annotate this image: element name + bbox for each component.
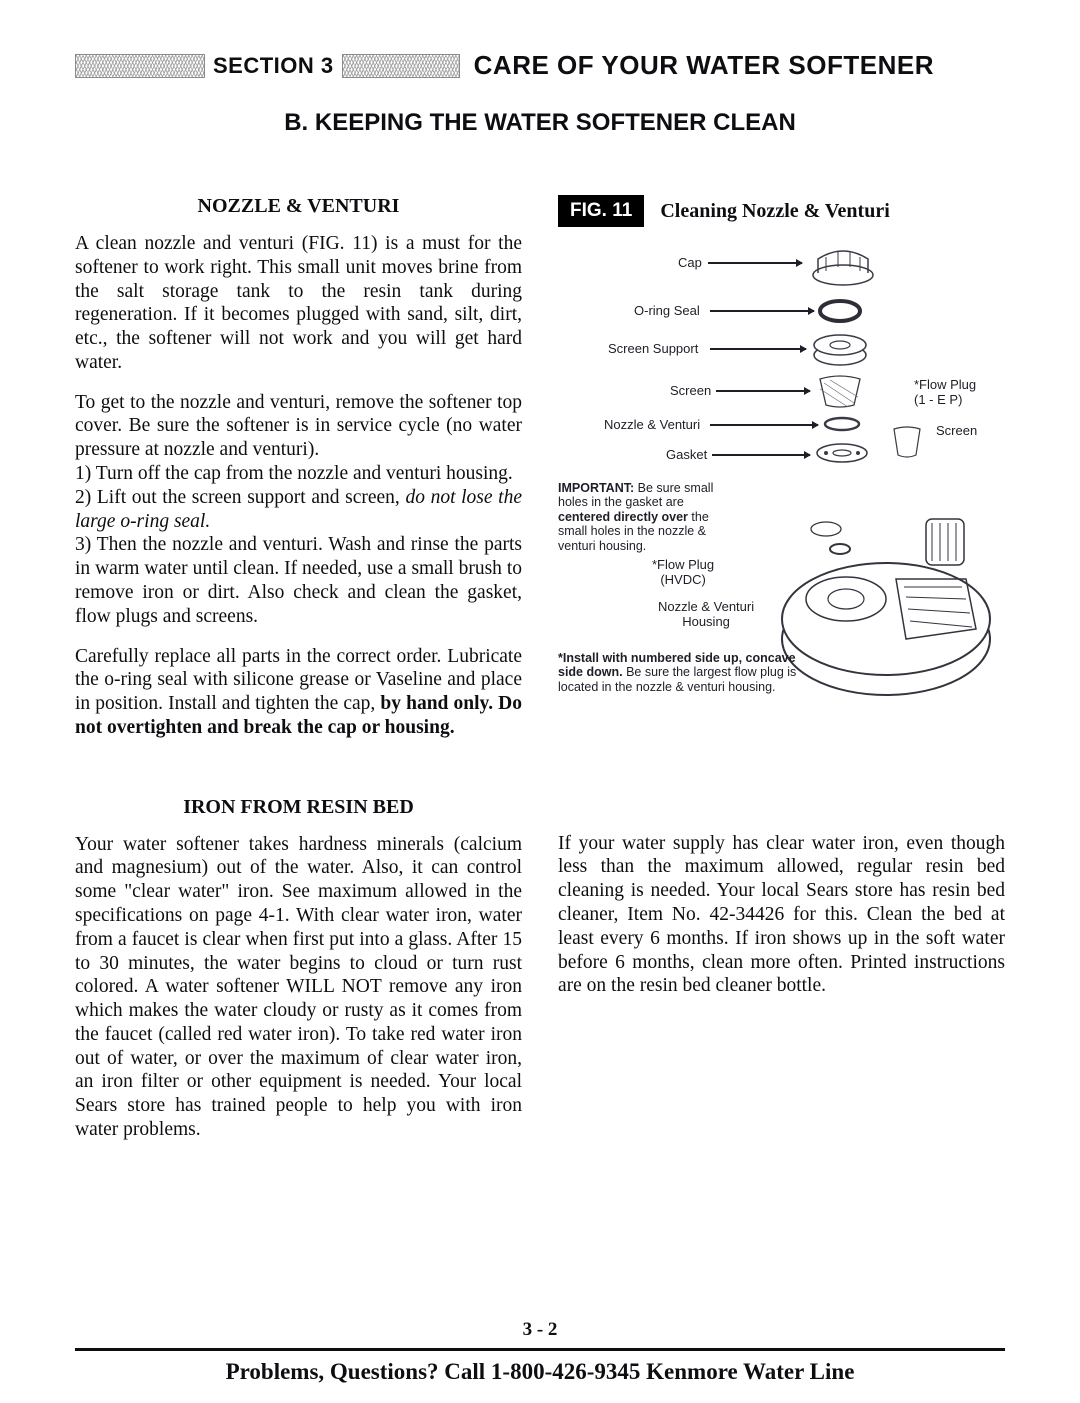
label-gasket: Gasket bbox=[666, 447, 707, 462]
nozzle-column: NOZZLE & VENTURI A clean nozzle and vent… bbox=[75, 195, 522, 756]
page-title: CARE OF YOUR WATER SOFTENER bbox=[474, 50, 934, 81]
nozzle-p2c: 2) Lift out the screen support and scree… bbox=[75, 486, 522, 534]
part-nv-icon bbox=[822, 415, 862, 433]
important-bold2: centered directly over bbox=[558, 510, 688, 524]
section-label: SECTION 3 bbox=[213, 53, 334, 79]
iron-left: Your water softener takes hardness miner… bbox=[75, 833, 522, 1142]
hatch-decoration-left bbox=[75, 54, 205, 78]
figure-header: FIG. 11 Cleaning Nozzle & Venturi bbox=[558, 195, 1005, 227]
important-label: IMPORTANT: bbox=[558, 481, 634, 495]
footer-text: Problems, Questions? Call 1-800-426-9345… bbox=[0, 1359, 1080, 1385]
section-header: SECTION 3 CARE OF YOUR WATER SOFTENER bbox=[75, 50, 1005, 81]
top-columns: NOZZLE & VENTURI A clean nozzle and vent… bbox=[75, 195, 1005, 756]
page-number: 3 - 2 bbox=[0, 1319, 1080, 1341]
label-oring: O-ring Seal bbox=[634, 303, 700, 318]
arrow-gasket bbox=[712, 454, 810, 456]
label-cap: Cap bbox=[678, 255, 702, 270]
arrow-oring bbox=[710, 310, 814, 312]
figure-badge: FIG. 11 bbox=[558, 195, 644, 227]
label-nv-housing: Nozzle & Venturi Housing bbox=[658, 599, 754, 629]
part-screen-support-icon bbox=[810, 331, 870, 367]
label-screen: Screen bbox=[670, 383, 711, 398]
label-screen2: Screen bbox=[936, 423, 977, 438]
arrow-screen-support bbox=[710, 348, 806, 350]
nozzle-p2d: 3) Then the nozzle and venturi. Wash and… bbox=[75, 533, 522, 628]
label-flow-plug-hvdc: *Flow Plug (HVDC) bbox=[652, 557, 714, 587]
label-flow-plug-ep: *Flow Plug (1 - E P) bbox=[914, 377, 976, 407]
figure-title: Cleaning Nozzle & Venturi bbox=[660, 200, 889, 223]
part-cap-icon bbox=[808, 237, 878, 287]
part-screen-icon bbox=[814, 375, 866, 409]
arrow-cap bbox=[708, 262, 802, 264]
part-gasket-icon bbox=[814, 441, 870, 465]
install-note: *Install with numbered side up, concave … bbox=[558, 651, 818, 694]
part-oring-icon bbox=[818, 297, 862, 325]
label-nv: Nozzle & Venturi bbox=[604, 417, 700, 432]
label-screen-support: Screen Support bbox=[608, 341, 698, 356]
part-screen2-icon bbox=[890, 425, 924, 459]
iron-right-col: If your water supply has clear water iro… bbox=[558, 796, 1005, 1158]
arrow-nv bbox=[710, 424, 818, 426]
important-note: IMPORTANT: Be sure small holes in the ga… bbox=[558, 481, 728, 553]
figure-diagram: Cap O-ring Seal Screen Support Screen bbox=[558, 237, 1005, 737]
iron-section: IRON FROM RESIN BED Your water softener … bbox=[75, 796, 1005, 1158]
arrow-screen bbox=[716, 390, 810, 392]
iron-heading: IRON FROM RESIN BED bbox=[75, 796, 522, 819]
iron-left-col: IRON FROM RESIN BED Your water softener … bbox=[75, 796, 522, 1158]
nozzle-p2c-pre: 2) Lift out the screen support and scree… bbox=[75, 487, 405, 508]
iron-right: If your water supply has clear water iro… bbox=[558, 832, 1005, 998]
nozzle-p2a: To get to the nozzle and venturi, remove… bbox=[75, 391, 522, 462]
page-subtitle: B. KEEPING THE WATER SOFTENER CLEAN bbox=[75, 109, 1005, 137]
iron-columns: IRON FROM RESIN BED Your water softener … bbox=[75, 796, 1005, 1158]
nozzle-p1: A clean nozzle and venturi (FIG. 11) is … bbox=[75, 232, 522, 375]
hatch-decoration-right bbox=[342, 54, 460, 78]
nozzle-p2b: 1) Turn off the cap from the nozzle and … bbox=[75, 462, 522, 486]
figure-column: FIG. 11 Cleaning Nozzle & Venturi Cap O-… bbox=[558, 195, 1005, 756]
footer-rule bbox=[75, 1348, 1005, 1351]
nozzle-heading: NOZZLE & VENTURI bbox=[75, 195, 522, 218]
spacer bbox=[558, 796, 1005, 832]
nozzle-p3: Carefully replace all parts in the corre… bbox=[75, 645, 522, 740]
